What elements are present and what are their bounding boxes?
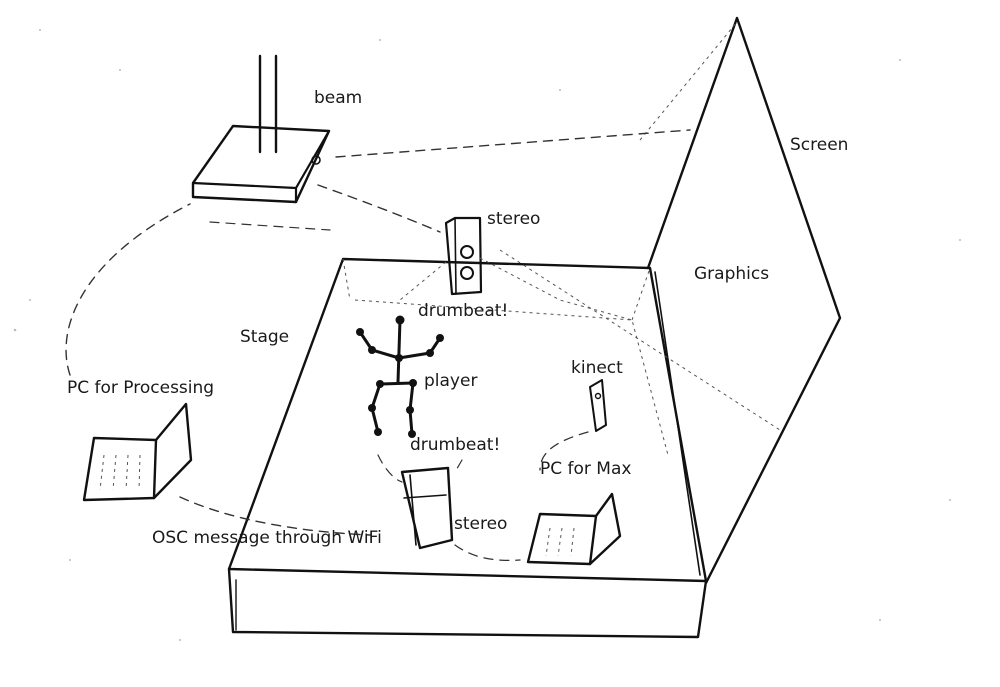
screen-label: Screen	[790, 135, 849, 155]
stage-label: Stage	[240, 327, 290, 347]
kinect-label: kinect	[571, 358, 623, 378]
player-label: player	[424, 371, 478, 391]
pc-for-max-laptop	[454, 492, 622, 566]
pc-for-processing-laptop	[65, 203, 371, 536]
projection-screen	[499, 16, 842, 585]
beam-label: beam	[314, 88, 363, 108]
paper-speckle	[13, 29, 961, 641]
beam-projector	[191, 54, 691, 233]
graphics-label: Graphics	[694, 264, 770, 284]
stereo-speaker-bottom	[377, 454, 463, 550]
pc-processing-label: PC for Processing	[67, 378, 215, 398]
kinect-sensor	[539, 379, 607, 471]
drumbeat-bottom-label: drumbeat!	[410, 435, 501, 455]
stereo-bottom-label: stereo	[454, 514, 508, 534]
player-figure	[356, 315, 444, 438]
pc-max-label: PC for Max	[540, 459, 632, 479]
stereo-top-label: stereo	[487, 209, 541, 229]
drumbeat-top-label: drumbeat!	[418, 301, 509, 321]
osc-label: OSC message through WiFi	[152, 528, 382, 548]
stereo-speaker-top	[399, 216, 633, 321]
